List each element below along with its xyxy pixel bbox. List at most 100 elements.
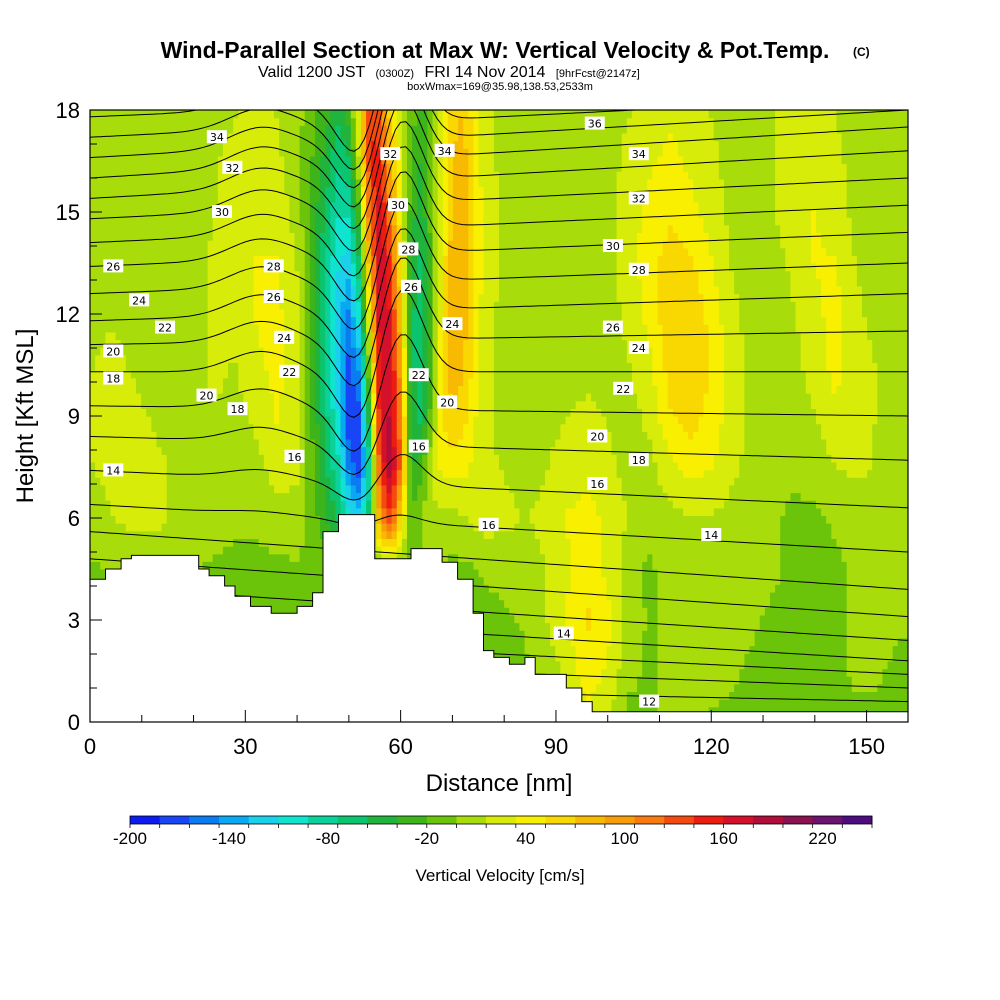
velocity-cell (274, 500, 280, 509)
velocity-cell (534, 630, 541, 639)
velocity-cell (371, 484, 377, 494)
velocity-cell (248, 507, 255, 517)
velocity-cell (243, 492, 250, 501)
velocity-cell (749, 576, 756, 585)
velocity-cell (744, 630, 751, 639)
velocity-cell (693, 553, 699, 562)
velocity-cell (212, 500, 219, 509)
velocity-cell (447, 484, 454, 494)
velocity-cell (565, 515, 572, 524)
velocity-cell (621, 683, 628, 692)
velocity-cell (744, 591, 751, 601)
velocity-cell (222, 500, 229, 509)
velocity-cell (800, 576, 807, 585)
velocity-cell (125, 484, 132, 494)
velocity-cell (279, 515, 285, 524)
velocity-cell (616, 599, 623, 608)
velocity-cell (591, 630, 597, 639)
chart-title: Wind-Parallel Section at Max W: Vertical… (161, 37, 830, 63)
velocity-cell (662, 683, 669, 692)
velocity-cell (289, 523, 296, 532)
velocity-cell (585, 637, 592, 647)
velocity-cell (555, 561, 561, 570)
velocity-cell (764, 660, 771, 670)
velocity-cell (662, 569, 669, 578)
velocity-cell (509, 591, 515, 601)
velocity-cell (233, 561, 239, 570)
velocity-cell (545, 653, 551, 662)
velocity-cell (836, 653, 843, 662)
velocity-cell (529, 637, 536, 647)
velocity-cell (171, 546, 178, 555)
velocity-cell (867, 607, 873, 616)
velocity-cell (601, 569, 607, 578)
velocity-cell (785, 500, 792, 509)
velocity-cell (228, 477, 234, 486)
velocity-cell (95, 569, 101, 578)
velocity-cell (688, 500, 694, 509)
velocity-cell (872, 614, 878, 624)
velocity-cell (570, 614, 577, 624)
velocity-cell (739, 637, 745, 647)
velocity-cell (182, 507, 188, 517)
velocity-cell (299, 553, 306, 562)
velocity-cell (222, 561, 229, 570)
velocity-cell (815, 676, 822, 685)
velocity-cell (902, 553, 908, 562)
velocity-cell (861, 569, 868, 578)
velocity-cell (519, 622, 526, 631)
velocity-cell (606, 561, 613, 570)
velocity-cell (514, 653, 521, 662)
velocity-cell (524, 591, 531, 601)
velocity-cell (815, 561, 822, 570)
velocity-cell (652, 538, 659, 547)
velocity-cell (176, 484, 183, 494)
velocity-cell (279, 584, 285, 593)
velocity-cell (785, 584, 792, 593)
velocity-cell (708, 515, 715, 524)
velocity-cell (826, 645, 832, 654)
velocity-cell (739, 645, 745, 654)
velocity-cell (795, 530, 802, 539)
velocity-cell (667, 599, 674, 608)
velocity-cell (667, 691, 674, 700)
velocity-cell (146, 500, 152, 509)
velocity-cell (647, 706, 653, 715)
velocity-cell (279, 599, 285, 608)
velocity-cell (897, 699, 904, 708)
velocity-cell (821, 660, 827, 670)
velocity-cell (626, 645, 633, 654)
velocity-cell (381, 500, 388, 509)
velocity-cell (683, 599, 689, 608)
velocity-cell (652, 676, 659, 685)
velocity-cell (902, 614, 908, 624)
velocity-cell (442, 538, 449, 547)
velocity-cell (887, 637, 894, 647)
velocity-cell (151, 484, 158, 494)
velocity-cell (683, 660, 689, 670)
velocity-cell (800, 683, 807, 692)
velocity-cell (606, 653, 613, 662)
velocity-cell (759, 538, 766, 547)
velocity-cell (846, 576, 853, 585)
velocity-cell (836, 538, 843, 547)
velocity-cell (580, 530, 587, 539)
velocity-cell (560, 492, 567, 501)
velocity-cell (810, 699, 817, 708)
velocity-cell (330, 507, 336, 517)
velocity-cell (570, 607, 577, 616)
velocity-cell (243, 523, 250, 532)
velocity-cell (872, 622, 878, 631)
velocity-cell (596, 538, 602, 547)
velocity-cell (693, 668, 699, 677)
velocity-cell (867, 691, 873, 700)
velocity-cell (693, 645, 699, 654)
velocity-cell (376, 553, 383, 562)
velocity-cell (780, 683, 786, 692)
velocity-cell (504, 637, 510, 647)
velocity-cell (810, 660, 817, 670)
velocity-cell (493, 614, 500, 624)
velocity-cell (877, 614, 884, 624)
velocity-cell (105, 492, 112, 501)
velocity-cell (141, 492, 147, 501)
